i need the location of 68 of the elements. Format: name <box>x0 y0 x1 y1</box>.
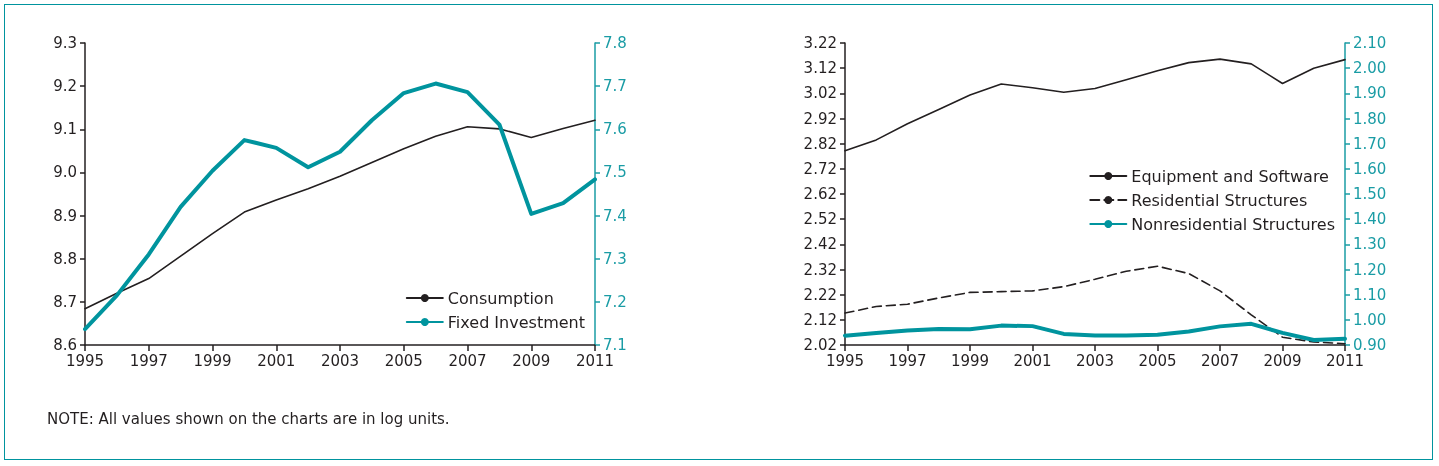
y2-tick-label: 7.7 <box>603 77 627 96</box>
x-tick-label: 1999 <box>950 351 990 370</box>
y-tick-label: 2.42 <box>803 235 837 254</box>
legend-label: Fixed Investment <box>447 312 585 332</box>
y2-tick-label: 1.10 <box>1353 285 1387 304</box>
y2-tick-label: 1.50 <box>1353 185 1387 203</box>
y2-tick-label: 7.5 <box>603 163 627 182</box>
legend-label: Residential Structures <box>1131 190 1308 210</box>
legend-label: Nonresidential Structures <box>1131 214 1336 234</box>
y-tick-label: 3.12 <box>803 59 837 78</box>
y2-tick-label: 1.30 <box>1353 235 1387 254</box>
y2-tick-label: 1.20 <box>1353 260 1387 279</box>
y-tick-label: 2.62 <box>803 185 837 203</box>
y-tick-label: 2.22 <box>803 285 837 304</box>
y2-tick-label: 1.70 <box>1353 134 1387 153</box>
y2-tick-label: 7.2 <box>603 292 627 311</box>
y2-tick-label: 1.80 <box>1353 109 1387 128</box>
x-tick-label: 2009 <box>512 351 551 370</box>
x-tick-label: 2011 <box>575 351 615 370</box>
y-tick-label: 2.32 <box>803 260 837 279</box>
x-tick-label: 2003 <box>320 351 360 370</box>
y2-tick-label: 7.4 <box>603 206 627 225</box>
y-tick-label: 2.12 <box>803 310 837 329</box>
y-tick-label: 9.1 <box>53 120 77 139</box>
x-tick-label: 2003 <box>1075 351 1115 370</box>
x-tick-label: 1997 <box>129 351 168 370</box>
y-tick-label: 2.82 <box>803 134 837 153</box>
x-tick-label: 1995 <box>65 351 105 370</box>
x-tick-label: 2011 <box>1325 351 1365 370</box>
y-tick-label: 2.02 <box>803 336 837 354</box>
x-tick-label: 2001 <box>257 351 296 370</box>
line-series <box>83 81 597 332</box>
y2-tick-label: 1.90 <box>1353 84 1387 103</box>
y-tick-label: 3.02 <box>803 84 837 103</box>
legend-label: Consumption <box>447 288 554 308</box>
y-tick-label: 2.92 <box>803 109 837 128</box>
y-tick-label: 2.72 <box>803 159 837 178</box>
text: NOTE: All values shown on the charts are in log units. <box>47 410 450 428</box>
y-tick-label: 8.6 <box>53 336 77 354</box>
x-tick-label: 2009 <box>1263 351 1302 370</box>
y2-tick-label: 2.00 <box>1353 59 1387 78</box>
x-tick-label: 2005 <box>1138 351 1177 370</box>
y2-tick-label: 1.00 <box>1353 310 1387 329</box>
y2-tick-label: 1.60 <box>1353 159 1387 178</box>
y2-tick-label: 7.8 <box>603 34 627 52</box>
x-tick-label: 1995 <box>825 351 865 370</box>
x-tick-label: 2001 <box>1013 351 1052 370</box>
line-series <box>843 321 1347 342</box>
y-tick-label: 9.3 <box>53 34 77 52</box>
x-tick-label: 1999 <box>193 351 232 370</box>
y-tick-label: 9.2 <box>53 77 77 96</box>
y-tick-label: 3.22 <box>803 34 837 52</box>
y2-tick-label: 7.3 <box>603 249 627 268</box>
legend-label: Equipment and Software <box>1131 166 1329 186</box>
y2-tick-label: 2.10 <box>1353 34 1387 52</box>
y-tick-label: 8.7 <box>53 292 77 311</box>
y2-tick-label: 7.1 <box>603 336 627 354</box>
y2-tick-label: 0.90 <box>1353 336 1387 354</box>
y-tick-label: 8.9 <box>53 206 77 225</box>
y-tick-label: 2.52 <box>803 210 837 229</box>
x-tick-label: 1997 <box>888 351 927 370</box>
y2-tick-label: 1.40 <box>1353 210 1387 229</box>
y-tick-label: 8.8 <box>53 249 77 268</box>
x-tick-label: 2007 <box>448 351 487 370</box>
y-tick-label: 9.0 <box>53 163 77 182</box>
x-tick-label: 2005 <box>384 351 423 370</box>
y2-tick-label: 7.6 <box>603 120 627 139</box>
x-tick-label: 2007 <box>1200 351 1240 370</box>
